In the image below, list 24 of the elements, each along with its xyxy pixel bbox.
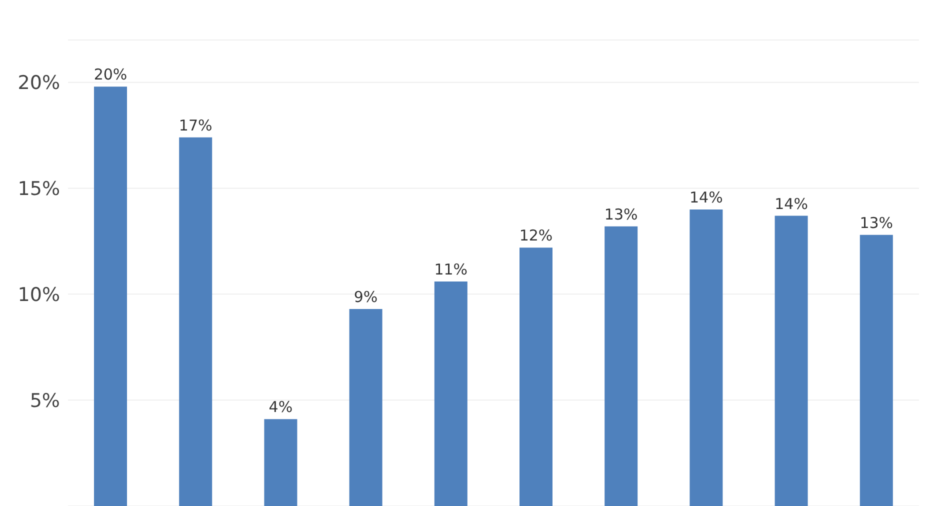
data-label: 12% <box>519 226 553 245</box>
data-label: 4% <box>268 398 293 416</box>
bar <box>264 419 298 506</box>
bar <box>179 137 212 506</box>
y-tick-label: 20% <box>18 72 60 94</box>
bar <box>520 248 552 506</box>
bar <box>94 86 127 506</box>
data-label: 11% <box>434 260 468 278</box>
bar <box>774 216 808 506</box>
bar <box>349 309 382 506</box>
data-label: 17% <box>178 116 212 134</box>
y-tick-label: 5% <box>30 390 60 412</box>
y-tick-label: 10% <box>18 284 60 306</box>
data-label: 13% <box>860 214 894 232</box>
bar <box>690 209 723 506</box>
bar <box>604 226 638 506</box>
data-label: 13% <box>604 205 638 224</box>
data-label: 14% <box>774 194 808 213</box>
data-label: 20% <box>94 66 128 84</box>
bar <box>860 234 893 506</box>
y-tick-label: 15% <box>18 178 60 200</box>
data-label: 9% <box>354 288 378 306</box>
data-label: 14% <box>690 188 723 206</box>
bar <box>434 281 468 506</box>
